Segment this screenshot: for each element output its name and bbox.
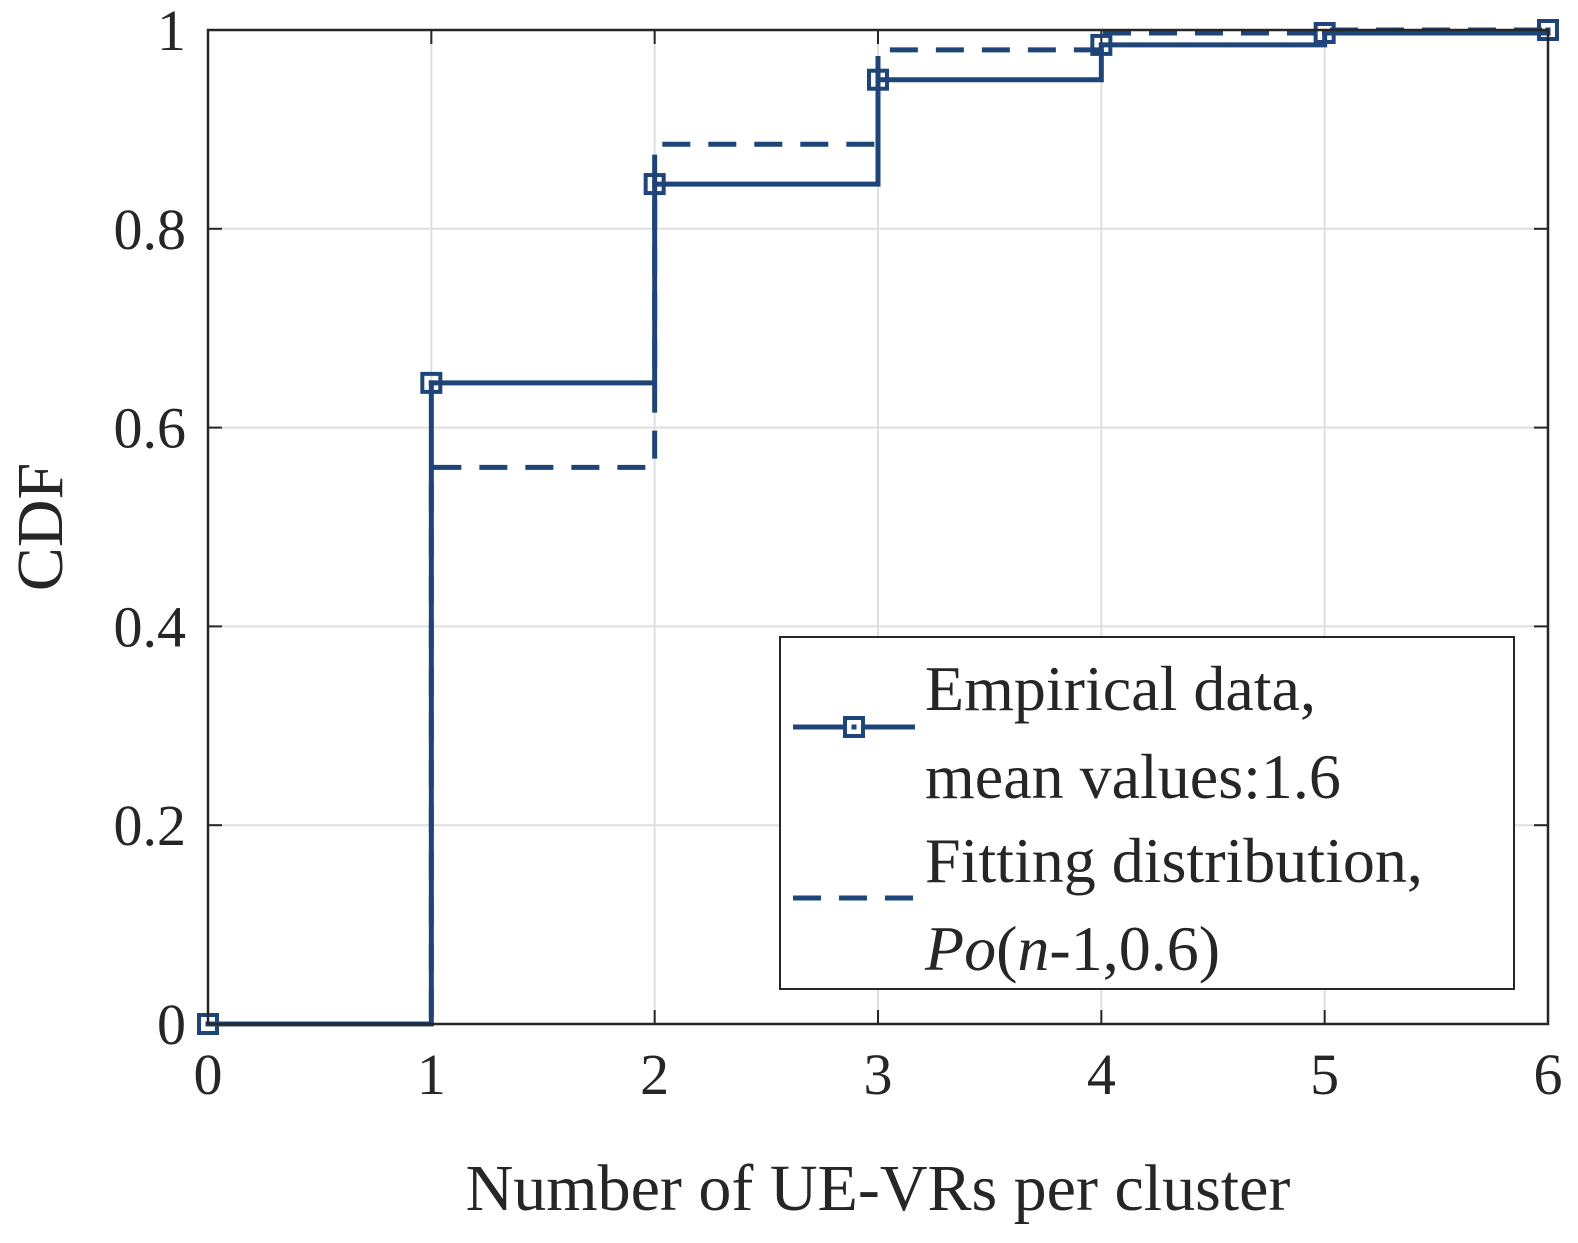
data-point-empirical-center — [1322, 30, 1328, 36]
data-point-empirical — [643, 173, 666, 196]
x-tick-label: 0 — [194, 1042, 223, 1107]
y-axis-label: CDF — [4, 463, 77, 591]
data-point-empirical-center — [875, 77, 881, 83]
plot-area-frame — [206, 28, 1550, 1026]
x-tick-label: 1 — [417, 1042, 446, 1107]
data-point-empirical — [420, 371, 443, 394]
legend-formula-po: Po — [924, 913, 996, 984]
legend: Empirical data, mean values:1.6 Fitting … — [779, 636, 1515, 990]
x-axis-label: Number of UE-VRs per cluster — [466, 1152, 1291, 1225]
legend-label-empirical-line1: Empirical data, — [925, 653, 1316, 724]
legend-label-fitting-line2: Po(n-1,0.6) — [924, 913, 1220, 984]
x-tick-label: 6 — [1534, 1042, 1563, 1107]
y-tick-label: 0.6 — [114, 396, 187, 461]
ticks: 0 1 2 3 4 5 6 0 0.2 0.4 0.6 0.8 1 — [114, 0, 1563, 1107]
y-tick-label: 0 — [157, 992, 186, 1057]
y-tick-label: 0.4 — [114, 594, 187, 659]
legend-box — [779, 636, 1515, 990]
x-tick-label: 2 — [640, 1042, 669, 1107]
legend-formula-paren: ( — [996, 913, 1017, 984]
y-tick-label: 0.2 — [114, 793, 187, 858]
legend-marker-empirical-center — [851, 724, 857, 730]
data-point-empirical-center — [652, 181, 658, 187]
legend-formula-n: n — [1017, 913, 1049, 984]
data-point-empirical — [1090, 33, 1113, 56]
data-point-empirical — [1313, 21, 1336, 44]
legend-label-empirical-line2: mean values:1.6 — [925, 741, 1341, 812]
data-point-empirical — [867, 68, 889, 91]
legend-formula-rest: -1,0.6) — [1049, 913, 1220, 984]
y-tick-label: 0.8 — [114, 197, 187, 262]
x-tick-label: 5 — [1310, 1042, 1339, 1107]
y-tick-label: 1 — [157, 0, 186, 63]
x-tick-label: 4 — [1087, 1042, 1116, 1107]
data-point-empirical-center — [1098, 42, 1104, 48]
data-point-empirical-center — [428, 380, 434, 386]
series-layer — [197, 19, 1559, 1035]
x-tick-label: 3 — [864, 1042, 893, 1107]
legend-label-fitting-line1: Fitting distribution, — [925, 825, 1423, 896]
